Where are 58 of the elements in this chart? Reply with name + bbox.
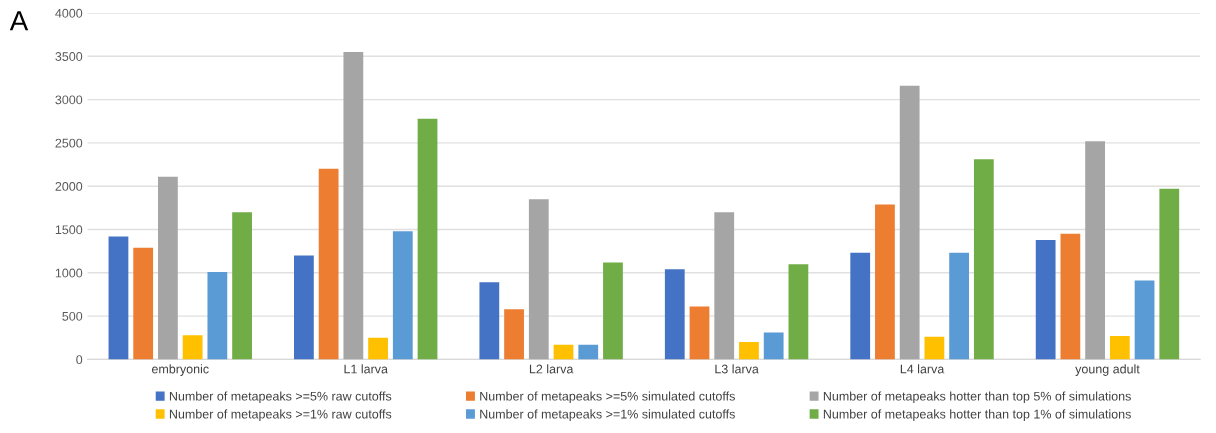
bar [294,255,314,360]
bar [1060,233,1081,360]
bar [924,336,945,360]
bar [788,264,809,360]
bar [578,344,599,360]
y-tick-label: 4000 [55,8,83,18]
bar [714,212,735,360]
bar [603,262,623,360]
x-tick-label: L4 larva [900,364,945,374]
x-tick-label: L3 larva [715,364,759,374]
y-tick-label: 2000 [55,181,83,191]
y-tick-label: 500 [62,311,83,321]
bar [504,309,524,360]
x-tick-label: L2 larva [529,364,574,374]
bar [207,271,228,360]
bar [1035,239,1056,360]
legend-label: Number of metapeaks hotter than top 5% of simulations [823,391,1131,404]
bar [899,85,920,360]
bar [318,168,339,360]
bar [850,252,871,360]
bar [343,51,364,360]
bar [108,236,129,360]
x-tick-label: young adult [1075,364,1140,376]
bar [1085,141,1105,360]
bar [479,282,500,360]
bar [664,269,685,360]
bar [528,199,549,360]
x-tick-label: L1 larva [344,364,388,374]
y-tick-label: 0 [76,355,83,365]
bar [763,332,784,360]
y-tick-label: 2500 [55,138,83,148]
bar [1159,188,1180,360]
bar [739,342,759,360]
legend-label: Number of metapeaks >=5% raw cutoffs [169,391,392,404]
bar [158,176,178,360]
y-tick-label: 1500 [55,225,83,235]
bar [973,159,994,360]
bar [1109,336,1130,360]
legend-label: Number of metapeaks >=1% raw cutoffs [169,409,392,421]
bar [133,247,154,360]
bar [1134,280,1155,360]
bar [689,306,710,360]
legend-label: Number of metapeaks >=1% simulated cutoffs [480,409,735,421]
y-tick-label: 3500 [55,52,83,61]
bar [368,337,388,360]
bar [392,231,413,360]
y-tick-label: 3000 [55,95,83,105]
bar [875,204,895,360]
bar [417,118,438,360]
legend-label: Number of metapeaks >=5% simulated cutoffs [480,391,735,404]
legend-label: Number of metapeaks hotter than top 1% of simulations [823,409,1131,421]
y-tick-label: 1000 [55,268,83,278]
bar [949,252,970,360]
bar [553,344,574,360]
bar [232,212,252,360]
x-tick-label: embryonic [151,364,209,376]
text: A [9,11,29,31]
bar [182,335,203,360]
